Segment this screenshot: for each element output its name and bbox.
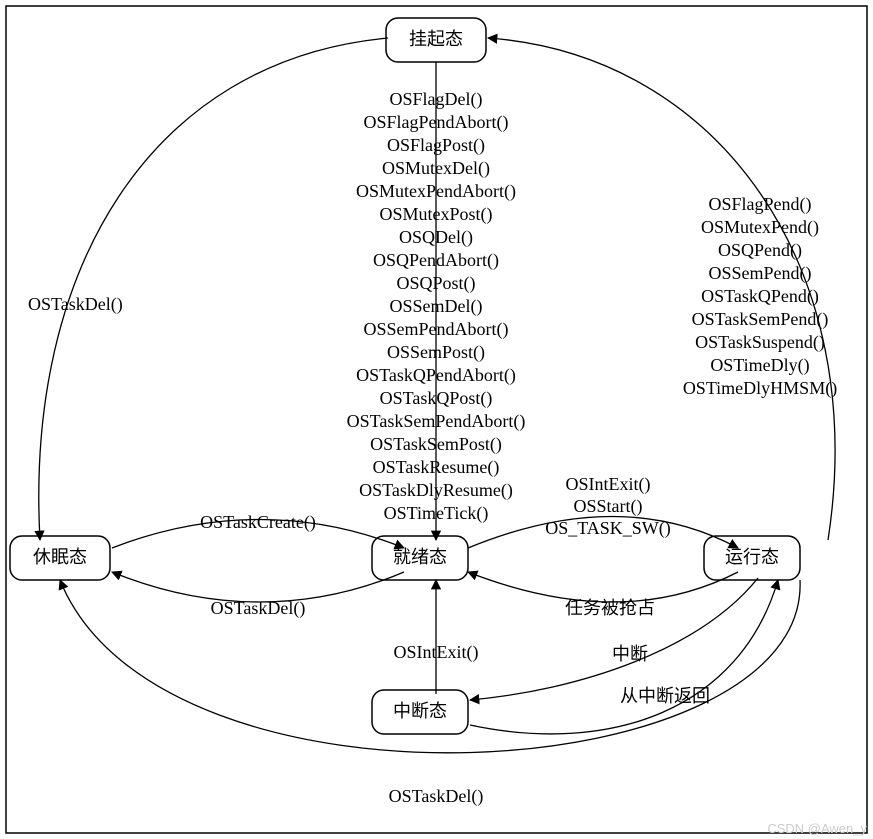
running-to-suspended-fn: OSSemPend() bbox=[709, 263, 812, 284]
label-interrupt-to-ready: OSIntExit() bbox=[394, 642, 479, 663]
node-suspended-label: 挂起态 bbox=[409, 29, 463, 49]
label-running-to-dormant: OSTaskDel() bbox=[389, 786, 484, 807]
label-ready-to-running: OS_TASK_SW() bbox=[545, 518, 671, 539]
suspended-to-ready-fn: OSMutexPendAbort() bbox=[356, 181, 516, 202]
suspended-to-ready-fn: OSTaskSemPost() bbox=[370, 434, 502, 455]
node-interrupt-label: 中断态 bbox=[393, 701, 447, 721]
suspended-to-ready-fn: OSMutexPost() bbox=[379, 204, 492, 225]
node-running-label: 运行态 bbox=[725, 547, 779, 567]
suspended-to-ready-fn: OSQPendAbort() bbox=[373, 250, 499, 271]
suspended-to-ready-fn: OSTaskSemPendAbort() bbox=[347, 411, 526, 432]
suspended-to-ready-fn: OSFlagPendAbort() bbox=[364, 112, 509, 133]
suspended-to-ready-fn: OSQDel() bbox=[399, 227, 473, 248]
label-running-to-ready: 任务被抢占 bbox=[565, 598, 655, 618]
node-dormant-label: 休眠态 bbox=[33, 547, 87, 567]
watermark: CSDN @Awen_y bbox=[767, 821, 867, 836]
suspended-to-ready-fn: OSTaskDlyResume() bbox=[359, 480, 513, 501]
label-ready-to-running: OSStart() bbox=[574, 496, 643, 517]
suspended-to-ready-fn: OSFlagPost() bbox=[387, 135, 485, 156]
label-running-to-interrupt: 中断 bbox=[612, 644, 648, 664]
label-ready-to-running: OSIntExit() bbox=[566, 474, 651, 495]
suspended-to-ready-fn: OSSemDel() bbox=[390, 296, 483, 317]
suspended-to-ready-fn: OSSemPendAbort() bbox=[364, 319, 509, 340]
suspended-to-ready-fn: OSMutexDel() bbox=[382, 158, 490, 179]
running-to-suspended-fn: OSFlagPend() bbox=[709, 194, 812, 215]
state-diagram: 挂起态休眠态 就绪态 运行态中断态 OSTaskDel() OSTaskCreate… bbox=[0, 0, 873, 839]
running-to-suspended-fn: OSMutexPend() bbox=[701, 217, 819, 238]
label-interrupt-to-running: 从中断返回 bbox=[620, 686, 710, 706]
running-to-suspended-fn: OSTaskSuspend() bbox=[695, 332, 825, 353]
suspended-to-ready-fn: OSQPost() bbox=[396, 273, 475, 294]
running-to-suspended-fn: OSTaskQPend() bbox=[701, 286, 819, 307]
suspended-to-ready-fn: OSTaskResume() bbox=[373, 457, 500, 478]
running-to-suspended-fn: OSQPend() bbox=[718, 240, 802, 261]
suspended-to-ready-fn: OSTaskQPost() bbox=[380, 388, 493, 409]
suspended-to-ready-fn: OSTaskQPendAbort() bbox=[356, 365, 516, 386]
suspended-to-ready-fn: OSFlagDel() bbox=[390, 89, 483, 110]
label-suspended-to-dormant: OSTaskDel() bbox=[28, 294, 123, 315]
running-to-suspended-fn: OSTimeDlyHMSM() bbox=[683, 378, 837, 399]
label-ready-to-dormant: OSTaskDel() bbox=[211, 598, 306, 619]
running-to-suspended-fn: OSTaskSemPend() bbox=[692, 309, 829, 330]
running-to-suspended-fn: OSTimeDly() bbox=[710, 355, 809, 376]
node-ready-label: 就绪态 bbox=[393, 547, 447, 567]
suspended-to-ready-fn: OSSemPost() bbox=[387, 342, 485, 363]
label-dormant-to-ready: OSTaskCreate() bbox=[200, 512, 316, 533]
suspended-to-ready-fn: OSTimeTick() bbox=[384, 503, 489, 524]
